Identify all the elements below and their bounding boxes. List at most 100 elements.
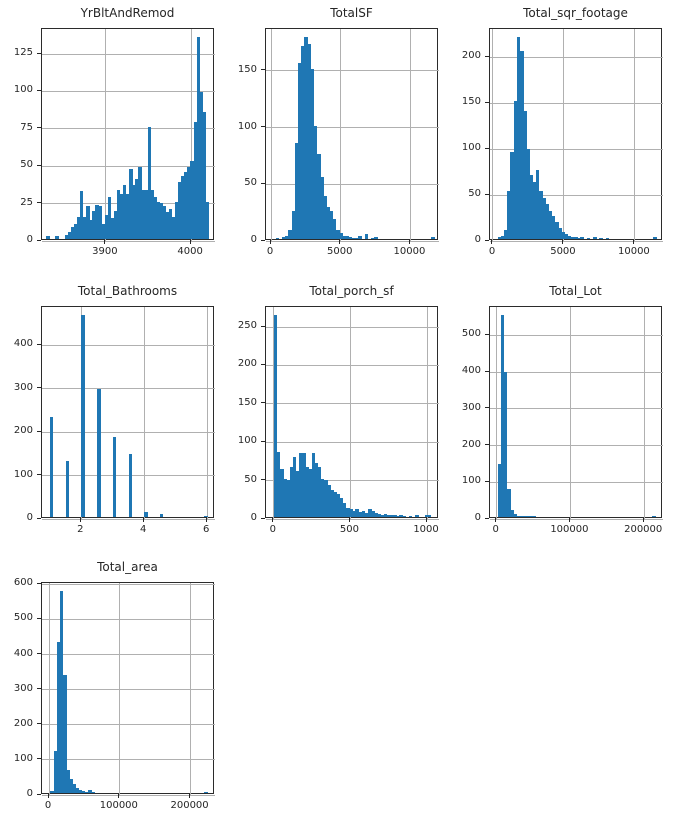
x-tick-mark <box>348 518 350 522</box>
x-tick-mark <box>633 240 635 244</box>
histogram-bar <box>339 497 344 517</box>
histogram-bar <box>84 791 89 793</box>
histogram-bar <box>132 185 136 239</box>
histogram-bar <box>55 236 59 239</box>
histogram-bar <box>374 513 378 517</box>
histogram-bar <box>203 516 208 517</box>
histogram-bar <box>150 189 155 239</box>
histogram-bar <box>516 515 521 517</box>
y-tick-label: 50 <box>468 188 481 200</box>
histogram-bar <box>500 236 505 239</box>
histogram-bar <box>280 469 284 517</box>
histogram-bar <box>561 231 565 239</box>
gridline-horizontal <box>266 127 439 129</box>
histogram-bar <box>333 492 338 517</box>
histogram-bar <box>73 224 78 239</box>
histogram-bar <box>497 237 502 239</box>
histogram-bar <box>81 790 86 793</box>
chart-title: Total_area <box>97 560 158 574</box>
y-tick-label: 0 <box>474 512 481 523</box>
y-tick-label: 0 <box>26 512 33 523</box>
x-tick-mark <box>272 518 274 522</box>
gridline-horizontal <box>42 654 215 656</box>
x-tick-label: 0 <box>266 246 274 257</box>
histogram-bar <box>545 204 549 239</box>
gridline-horizontal <box>490 334 663 336</box>
histogram-bar <box>570 237 575 239</box>
histogram-bar <box>542 197 546 239</box>
gridline-horizontal <box>490 481 663 483</box>
gridline-horizontal <box>42 388 215 390</box>
histogram-bar <box>147 126 151 239</box>
y-tick-label: 50 <box>20 159 33 171</box>
y-tick-mark <box>261 479 265 481</box>
histogram-bar <box>298 453 303 517</box>
histogram-bar <box>64 234 69 239</box>
chart-axes <box>489 306 663 520</box>
histogram-bar <box>175 201 179 239</box>
gridline-vertical <box>563 29 565 241</box>
histogram-bar <box>361 510 366 517</box>
histogram-bar <box>504 229 508 239</box>
y-tick-label: 0 <box>250 234 257 245</box>
x-tick-mark <box>205 518 207 522</box>
y-tick-label: 25 <box>20 196 33 208</box>
histogram-bar <box>273 315 278 517</box>
histogram-bar <box>510 509 514 517</box>
histogram-bar <box>67 231 72 239</box>
y-tick-mark <box>37 343 41 345</box>
histogram-bar <box>92 210 96 239</box>
histogram-bar <box>291 210 296 239</box>
y-tick-label: 600 <box>13 577 33 589</box>
y-tick-label: 100 <box>237 435 257 447</box>
histogram-bar <box>399 515 403 517</box>
histogram-bar <box>135 179 139 239</box>
histogram-bar <box>187 167 191 239</box>
x-tick-mark <box>642 518 644 522</box>
gridline-horizontal <box>490 240 663 242</box>
y-tick-label: 150 <box>461 96 481 108</box>
histogram-bar <box>76 216 81 239</box>
histogram-bar <box>91 792 95 793</box>
gridline-vertical <box>190 583 192 795</box>
histogram-bar <box>352 510 356 517</box>
histogram-bar <box>316 153 321 239</box>
gridline-vertical <box>143 307 145 519</box>
histogram-bar <box>332 218 337 239</box>
histogram-bar <box>370 237 375 239</box>
histogram-bar <box>424 514 429 517</box>
y-tick-label: 100 <box>13 84 33 96</box>
x-tick-label: 0 <box>44 800 52 811</box>
histogram-bar <box>168 209 173 239</box>
gridline-horizontal <box>266 480 439 482</box>
y-tick-mark <box>37 202 41 204</box>
histogram-bar <box>342 235 346 239</box>
histogram-bar <box>283 478 287 517</box>
histogram-bar <box>78 789 83 793</box>
x-tick-mark <box>339 240 341 244</box>
histogram-bar <box>497 463 502 517</box>
gridline-horizontal <box>490 518 663 520</box>
histogram-bar <box>113 210 118 239</box>
histogram-bar <box>86 206 90 239</box>
y-tick-mark <box>261 69 265 71</box>
histogram-bar <box>336 229 340 239</box>
histogram-bar <box>144 511 148 517</box>
y-tick-mark <box>261 182 265 184</box>
y-tick-label: 300 <box>13 381 33 393</box>
x-tick-label: 1000 <box>413 524 439 535</box>
histogram-bar <box>292 457 297 517</box>
histogram-bar <box>101 224 105 239</box>
histogram-bar <box>526 149 530 239</box>
histogram-bar <box>529 174 534 239</box>
gridline-vertical <box>119 583 121 795</box>
histogram-bar <box>345 235 350 239</box>
chart-axes <box>489 28 663 242</box>
y-tick-label: 200 <box>461 438 481 450</box>
chart-axes <box>265 306 439 520</box>
y-tick-label: 100 <box>461 475 481 487</box>
histogram-bar <box>567 236 572 239</box>
y-tick-mark <box>37 89 41 91</box>
gridline-horizontal <box>42 583 215 585</box>
histogram-bar <box>56 642 61 793</box>
